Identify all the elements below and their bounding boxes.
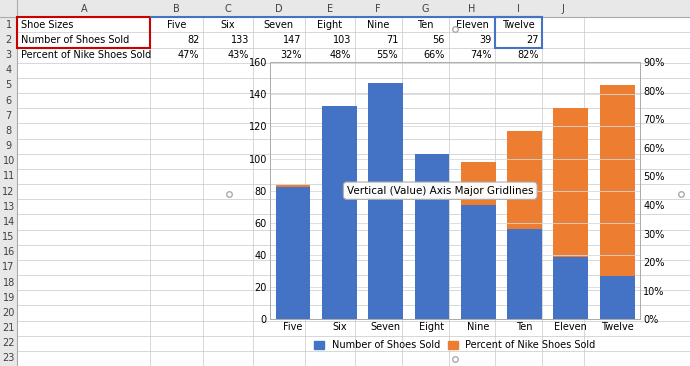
Text: Percent of Nike Shoes Sold: Percent of Nike Shoes Sold	[21, 50, 151, 60]
Text: 17: 17	[3, 262, 14, 272]
Bar	[600, 276, 635, 319]
Text: 10: 10	[3, 156, 14, 166]
Text: 22: 22	[2, 338, 15, 348]
Bar	[17, 17, 150, 48]
Text: 4: 4	[6, 65, 12, 75]
Text: 11: 11	[3, 171, 14, 182]
Bar	[461, 205, 495, 319]
Text: 2: 2	[6, 35, 12, 45]
Text: Nine: Nine	[367, 20, 389, 30]
Text: Eleven: Eleven	[455, 20, 489, 30]
Text: 6: 6	[6, 96, 12, 106]
Text: C: C	[224, 4, 231, 14]
Text: A: A	[81, 4, 87, 14]
Bar	[415, 154, 449, 319]
Text: 14: 14	[3, 217, 14, 227]
Text: 13: 13	[3, 202, 14, 212]
Text: 7: 7	[6, 111, 12, 121]
Text: Shoe Sizes: Shoe Sizes	[21, 20, 73, 30]
Text: G: G	[422, 4, 428, 14]
Bar	[322, 197, 357, 319]
Text: 15: 15	[3, 232, 14, 242]
Text: J: J	[562, 4, 564, 14]
Text: B: B	[173, 4, 180, 14]
Text: 16: 16	[3, 247, 14, 257]
Text: 18: 18	[3, 277, 14, 288]
Text: Five: Five	[167, 20, 186, 30]
Text: E: E	[327, 4, 333, 14]
Bar	[600, 85, 635, 319]
Bar	[553, 108, 589, 319]
Legend: Number of Shoes Sold, Percent of Nike Shoes Sold: Number of Shoes Sold, Percent of Nike Sh…	[313, 338, 598, 352]
Text: 27: 27	[526, 35, 539, 45]
Text: Twelve: Twelve	[502, 20, 535, 30]
Text: Eight: Eight	[317, 20, 342, 30]
Text: I: I	[518, 4, 520, 14]
Text: Ten: Ten	[417, 20, 433, 30]
Text: D: D	[275, 4, 283, 14]
Text: 1: 1	[6, 20, 12, 30]
Bar	[368, 228, 403, 319]
Bar	[275, 185, 310, 319]
Text: 82%: 82%	[518, 50, 539, 60]
Text: 5: 5	[6, 81, 12, 90]
Text: 43%: 43%	[228, 50, 249, 60]
Text: H: H	[469, 4, 475, 14]
Text: 47%: 47%	[178, 50, 199, 60]
Bar	[0, 0, 690, 17]
Bar	[495, 17, 542, 48]
Bar	[0, 0, 17, 366]
Text: 82: 82	[187, 35, 199, 45]
Text: 56: 56	[433, 35, 445, 45]
Text: 74%: 74%	[471, 50, 492, 60]
Text: 71: 71	[386, 35, 398, 45]
Text: F: F	[375, 4, 381, 14]
Text: 48%: 48%	[330, 50, 351, 60]
Text: 20: 20	[3, 308, 14, 318]
Text: 103: 103	[333, 35, 351, 45]
Bar	[275, 187, 310, 319]
Text: 8: 8	[6, 126, 12, 136]
Bar	[507, 229, 542, 319]
Bar	[461, 162, 495, 319]
Text: 66%: 66%	[424, 50, 445, 60]
Bar	[415, 182, 449, 319]
Text: Seven: Seven	[264, 20, 294, 30]
Text: 21: 21	[3, 323, 14, 333]
Text: Six: Six	[220, 20, 235, 30]
Text: 9: 9	[6, 141, 12, 151]
Text: 12: 12	[3, 187, 14, 197]
Text: 19: 19	[3, 293, 14, 303]
Bar	[553, 257, 589, 319]
Bar	[0, 0, 17, 17]
Text: 147: 147	[283, 35, 302, 45]
Text: 23: 23	[3, 354, 14, 363]
Bar	[368, 83, 403, 319]
Text: 55%: 55%	[377, 50, 398, 60]
Text: 133: 133	[230, 35, 249, 45]
Bar	[322, 105, 357, 319]
Text: 3: 3	[6, 50, 12, 60]
Bar	[507, 131, 542, 319]
Text: Number of Shoes Sold: Number of Shoes Sold	[21, 35, 129, 45]
Text: Vertical (Value) Axis Major Gridlines: Vertical (Value) Axis Major Gridlines	[347, 186, 533, 196]
Text: 39: 39	[480, 35, 492, 45]
Text: 32%: 32%	[280, 50, 302, 60]
